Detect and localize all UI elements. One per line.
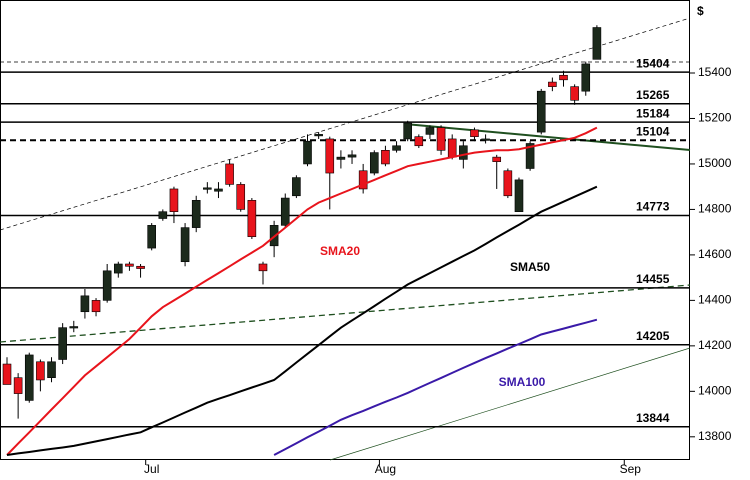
candle-body <box>2 363 12 385</box>
candle-body <box>592 27 602 60</box>
candle-body <box>292 177 301 197</box>
trend-line <box>329 347 691 461</box>
candle-body <box>280 197 290 226</box>
candle-body <box>514 179 524 212</box>
candle-body <box>169 188 179 212</box>
y-tick-label: 14200 <box>698 338 732 352</box>
y-tick-label: 15400 <box>698 65 732 79</box>
candle-body <box>203 187 212 190</box>
sma-label: SMA20 <box>320 244 360 258</box>
candle-body <box>191 200 201 228</box>
candle-body <box>536 90 546 133</box>
candle-body <box>158 211 168 219</box>
candle-body <box>425 127 435 135</box>
currency-label: $ <box>697 4 704 18</box>
candle-body <box>525 143 535 169</box>
candle-body <box>136 265 145 269</box>
candle-body <box>303 140 312 165</box>
candle-body <box>503 170 513 197</box>
candle-body <box>91 300 101 313</box>
candle-body <box>392 145 401 151</box>
candle-body <box>80 295 90 313</box>
candle-body <box>481 138 490 141</box>
candle-body <box>358 170 368 190</box>
candle-body <box>559 74 568 81</box>
sma-label: SMA50 <box>510 260 550 274</box>
candle-body <box>381 150 390 165</box>
level-label: 14773 <box>636 200 670 214</box>
candle-body <box>214 188 223 192</box>
candle-body <box>336 156 346 160</box>
candle-body <box>447 138 457 158</box>
y-tick-label: 13800 <box>698 429 732 443</box>
candle-body <box>369 152 379 174</box>
trend-line <box>0 284 691 343</box>
sma-line <box>6 185 598 456</box>
sma-label: SMA100 <box>499 375 546 389</box>
y-tick-label: 14000 <box>698 384 732 398</box>
candle-body <box>459 145 468 160</box>
level-label: 14205 <box>636 329 670 343</box>
level-label: 15104 <box>636 124 670 138</box>
x-tick-label: Aug <box>375 462 396 476</box>
trend-line <box>0 17 691 231</box>
candle-body <box>247 200 257 238</box>
y-tick-label: 15000 <box>698 156 732 170</box>
y-tick-label: 14400 <box>698 293 732 307</box>
candle-body <box>403 122 412 140</box>
x-tick-label: Sep <box>620 462 642 476</box>
sma-line <box>6 126 598 456</box>
candle-body <box>436 127 446 151</box>
candle-body <box>325 138 335 174</box>
candle-body <box>492 156 502 162</box>
x-tick-label: Jul <box>144 462 159 476</box>
candle-body <box>69 326 79 329</box>
level-label: 13844 <box>636 411 670 425</box>
candle-body <box>147 225 156 249</box>
candle-body <box>47 361 56 378</box>
candle-body <box>470 129 479 137</box>
level-label: 15184 <box>636 106 670 120</box>
trend-line <box>404 123 691 151</box>
candle-body <box>258 263 268 272</box>
candle-body <box>414 136 424 147</box>
plot-frame <box>0 0 690 460</box>
candle-body <box>13 377 23 394</box>
candle-body <box>314 134 323 137</box>
candle-body <box>347 154 357 158</box>
candle-body <box>548 81 557 87</box>
y-tick-label: 14800 <box>698 202 732 216</box>
y-tick-label: 14600 <box>698 247 732 261</box>
candle-body <box>102 270 112 301</box>
candle-body <box>570 86 579 101</box>
level-label: 14455 <box>636 272 670 286</box>
y-tick-label: 15200 <box>698 111 732 125</box>
level-label: 15265 <box>636 88 670 102</box>
level-label: 15404 <box>636 56 670 70</box>
candle-body <box>24 354 34 401</box>
candle-body <box>180 227 190 263</box>
candle-body <box>114 263 123 274</box>
candle-body <box>125 263 134 267</box>
candle-body <box>58 327 67 360</box>
candle-body <box>581 63 591 92</box>
candle-body <box>236 184 246 210</box>
sma-line <box>273 318 598 456</box>
candle-body <box>36 361 45 381</box>
candle-body <box>225 163 234 185</box>
